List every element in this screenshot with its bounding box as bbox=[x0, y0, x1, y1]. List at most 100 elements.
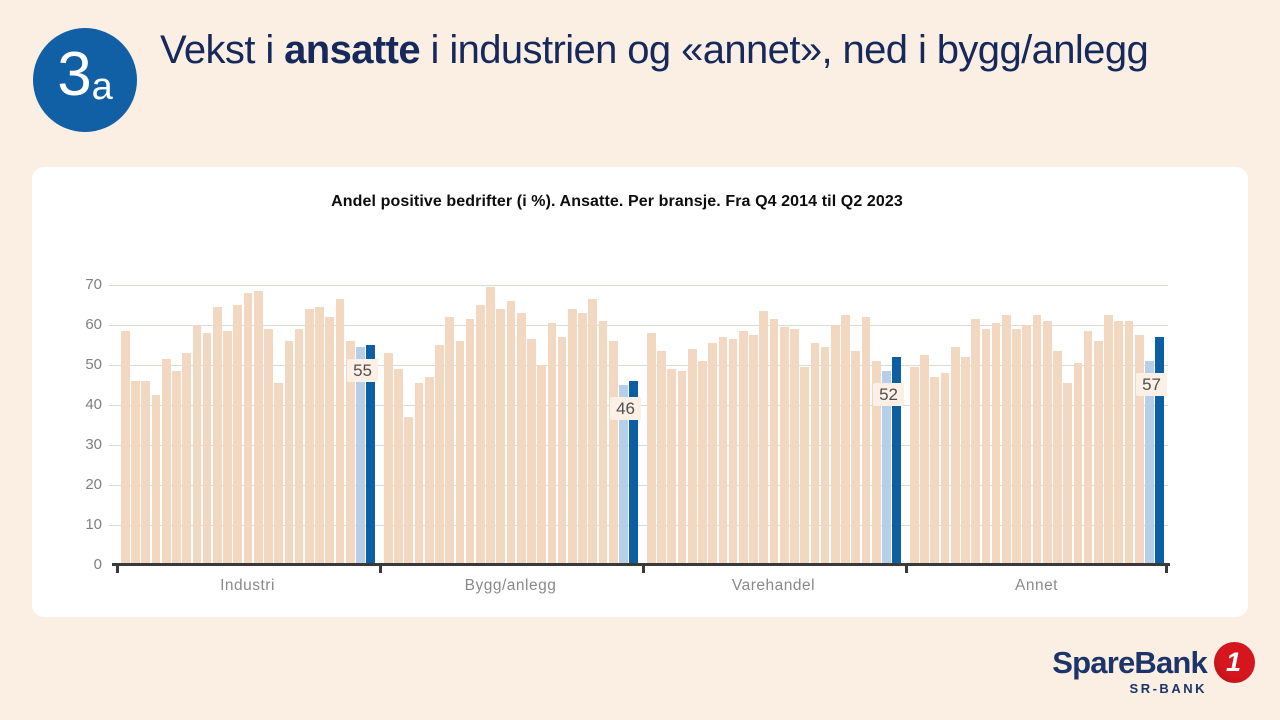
bar bbox=[608, 341, 618, 565]
bar bbox=[1093, 341, 1103, 565]
bar bbox=[629, 381, 638, 565]
bar bbox=[698, 361, 707, 565]
chart-card: Andel positive bedrifter (i %). Ansatte.… bbox=[32, 167, 1248, 617]
bar bbox=[424, 377, 434, 565]
bar bbox=[325, 317, 335, 565]
bar bbox=[394, 369, 403, 565]
bar bbox=[345, 341, 355, 565]
logo-row: SpareBank 1 bbox=[1052, 642, 1255, 683]
bar bbox=[820, 347, 830, 565]
bar bbox=[315, 307, 324, 565]
x-axis-tick bbox=[1165, 564, 1168, 573]
bar bbox=[598, 321, 608, 565]
gridline bbox=[109, 365, 1168, 366]
bar bbox=[1063, 383, 1072, 565]
slide-title-emphasis: ansatte bbox=[284, 28, 421, 72]
y-axis-label: 10 bbox=[85, 516, 102, 533]
bar bbox=[687, 349, 697, 565]
bar-group: Industri 55 bbox=[116, 285, 379, 594]
x-axis-group-label: Bygg/anlegg bbox=[464, 577, 557, 594]
bar bbox=[496, 309, 506, 565]
bar bbox=[871, 361, 881, 565]
bar bbox=[769, 319, 779, 565]
bar bbox=[151, 395, 161, 565]
x-axis-line bbox=[112, 563, 1170, 566]
bar bbox=[223, 331, 232, 565]
bar bbox=[202, 333, 212, 565]
value-label: 52 bbox=[873, 383, 904, 406]
bar bbox=[882, 371, 891, 565]
bar bbox=[253, 291, 263, 565]
bar bbox=[930, 377, 940, 565]
logo-one-icon: 1 bbox=[1214, 642, 1255, 683]
bar bbox=[861, 317, 871, 565]
bar bbox=[384, 353, 393, 565]
bars-row bbox=[116, 285, 379, 565]
value-label: 55 bbox=[347, 359, 378, 382]
y-axis-label: 30 bbox=[85, 436, 102, 453]
bar bbox=[506, 301, 516, 565]
bar bbox=[749, 335, 758, 565]
bar bbox=[1145, 361, 1154, 565]
bar bbox=[1114, 321, 1124, 565]
bar-group: Bygg/anlegg 46 bbox=[379, 285, 642, 594]
bar bbox=[567, 309, 577, 565]
bar bbox=[790, 329, 799, 565]
bar bbox=[588, 299, 598, 565]
bar bbox=[404, 417, 414, 565]
chart-title: Andel positive bedrifter (i %). Ansatte.… bbox=[331, 193, 903, 210]
bar bbox=[274, 383, 283, 565]
x-axis-group-label: Varehandel bbox=[731, 577, 816, 594]
bar bbox=[619, 385, 628, 565]
bar bbox=[667, 369, 677, 565]
gridline bbox=[109, 485, 1168, 486]
bar bbox=[991, 323, 1001, 565]
bar bbox=[557, 337, 567, 565]
slide-title: Vekst i ansatte i industrien og «annet»,… bbox=[160, 28, 1149, 73]
bar bbox=[1042, 321, 1052, 565]
bar bbox=[728, 339, 738, 565]
bar bbox=[1134, 335, 1144, 565]
slide-title-suffix: i industrien og «annet», ned i bygg/anle… bbox=[420, 28, 1149, 72]
bar bbox=[800, 367, 809, 565]
bar bbox=[445, 317, 455, 565]
y-axis-label: 20 bbox=[85, 476, 102, 493]
gridline bbox=[109, 325, 1168, 326]
slide-title-prefix: Vekst i bbox=[160, 28, 285, 72]
bar bbox=[1083, 331, 1093, 565]
bar bbox=[172, 371, 181, 565]
bar bbox=[910, 367, 919, 565]
bars-row bbox=[379, 285, 642, 565]
bar bbox=[810, 343, 820, 565]
bar bbox=[486, 287, 495, 565]
bar bbox=[1012, 329, 1021, 565]
bars-row bbox=[642, 285, 905, 565]
slide-number: 3 bbox=[57, 40, 92, 109]
bar bbox=[547, 323, 557, 565]
bar bbox=[192, 325, 202, 565]
value-label: 46 bbox=[610, 397, 641, 420]
bar bbox=[677, 371, 687, 565]
gridline bbox=[109, 285, 1168, 286]
bar bbox=[961, 357, 970, 565]
bar bbox=[841, 315, 850, 565]
bar bbox=[527, 339, 536, 565]
bar bbox=[971, 319, 981, 565]
x-axis-tick bbox=[905, 564, 908, 573]
bar bbox=[1032, 315, 1042, 565]
y-axis-label: 70 bbox=[85, 276, 102, 293]
bar bbox=[920, 355, 929, 565]
y-axis-label: 40 bbox=[85, 396, 102, 413]
bar bbox=[264, 329, 273, 565]
bar-group: Annet 57 bbox=[905, 285, 1168, 594]
bar bbox=[366, 345, 375, 565]
bar bbox=[851, 351, 861, 565]
bar bbox=[759, 311, 769, 565]
bar bbox=[465, 319, 475, 565]
bar bbox=[516, 313, 526, 565]
bar bbox=[779, 327, 789, 565]
y-axis-label: 0 bbox=[93, 556, 102, 573]
bar bbox=[1104, 315, 1113, 565]
bars-row bbox=[905, 285, 1168, 565]
bar bbox=[940, 373, 950, 565]
